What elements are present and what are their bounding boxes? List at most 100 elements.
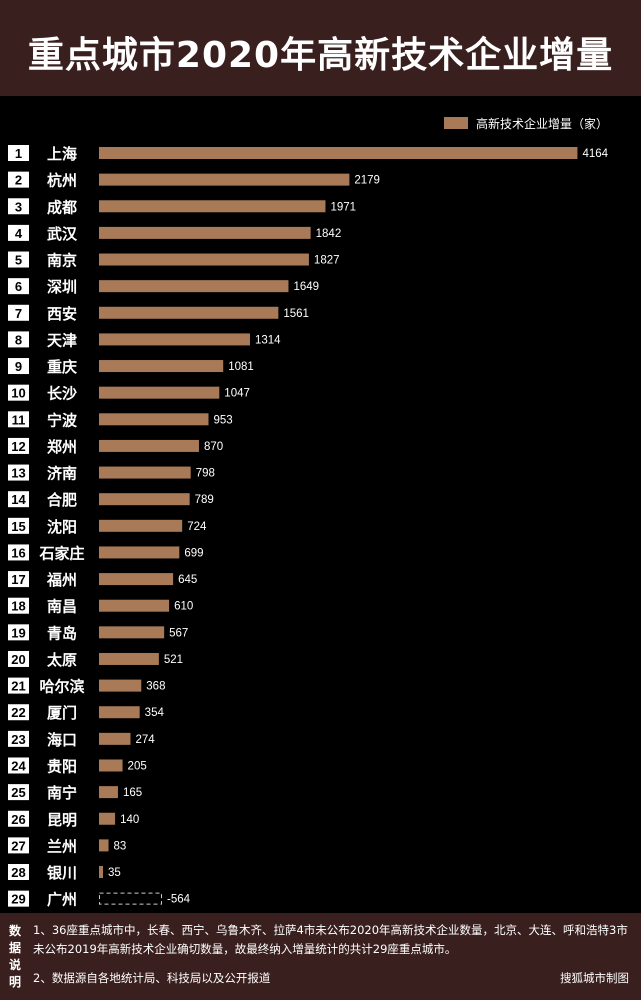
- rank-badge: [8, 411, 29, 428]
- rank-badge: [8, 650, 29, 667]
- data-bar: [99, 253, 309, 266]
- city-label: 沈阳: [47, 518, 77, 536]
- data-bar: [99, 360, 224, 373]
- page-title: 重点城市2020年高新技术企业增量: [27, 35, 614, 76]
- city-label: 哈尔滨: [39, 678, 84, 696]
- data-bar: [99, 732, 131, 745]
- value-label: 610: [174, 601, 193, 613]
- value-label: 870: [204, 441, 223, 453]
- city-label: 福州: [46, 571, 77, 589]
- data-notes-label-char: 说: [8, 958, 21, 972]
- rank-badge: [8, 837, 29, 854]
- data-bar: [99, 759, 123, 772]
- rank-number: 28: [11, 865, 25, 880]
- rank-number: 23: [11, 732, 25, 747]
- note-1: 1、36座重点城市中，长春、西宁、乌鲁木齐、拉萨4市未公布2020年高新技术企业…: [33, 923, 628, 956]
- rank-number: 11: [12, 412, 26, 427]
- city-label: 兰州: [47, 837, 77, 855]
- data-bar: [99, 599, 170, 612]
- value-label: 354: [145, 707, 165, 719]
- value-label: 140: [120, 814, 139, 826]
- data-notes-label: 数 据 说 明: [8, 923, 22, 991]
- rank-number: 25: [11, 785, 25, 800]
- rank-badge: [8, 597, 29, 614]
- data-bar: [99, 573, 174, 586]
- value-label: 1561: [283, 308, 309, 320]
- rank-badge: [8, 491, 29, 508]
- city-label: 长沙: [47, 385, 77, 403]
- rank-number: 6: [15, 279, 22, 294]
- data-notes-label-char: 明: [8, 975, 21, 989]
- rank-badge: [8, 757, 29, 774]
- rank-number: 16: [11, 545, 25, 560]
- value-label: 205: [128, 760, 147, 772]
- rank-badge: [8, 810, 29, 827]
- city-label: 厦门: [47, 704, 77, 722]
- data-bar: [99, 706, 140, 719]
- value-label: 789: [195, 494, 214, 506]
- rank-badge: [8, 171, 29, 188]
- credit-text: 搜狐城市制图: [560, 971, 629, 985]
- rank-number: 22: [11, 705, 25, 720]
- data-notes-label-char: 数: [8, 924, 21, 938]
- data-bar: [99, 280, 289, 293]
- rank-number: 12: [11, 439, 25, 454]
- city-label: 南宁: [47, 784, 77, 802]
- rank-number: 18: [11, 599, 25, 614]
- city-label: 贵阳: [47, 757, 77, 775]
- rank-number: 13: [11, 466, 25, 481]
- data-bar: [99, 226, 311, 239]
- rank-badge: [8, 331, 29, 348]
- value-label: 165: [123, 787, 142, 799]
- data-bar: [99, 466, 191, 479]
- city-label: 太原: [47, 651, 77, 669]
- rank-badge: [8, 358, 29, 375]
- value-label: 521: [164, 654, 183, 666]
- rank-number: 8: [15, 332, 22, 347]
- data-bar: [99, 439, 199, 452]
- value-label: 567: [169, 627, 188, 639]
- data-bar: [99, 626, 165, 639]
- city-label: 宁波: [47, 411, 78, 429]
- data-bar: [99, 386, 220, 399]
- rank-badge: [8, 890, 29, 907]
- rank-number: 24: [11, 758, 26, 773]
- rank-badge: [8, 251, 29, 268]
- city-label: 济南: [47, 465, 77, 483]
- value-label: 35: [108, 867, 121, 879]
- value-label: 1971: [330, 201, 356, 213]
- value-label: 368: [146, 681, 165, 693]
- rank-number: 4: [15, 226, 23, 241]
- rank-badge: [8, 278, 29, 295]
- rank-number: 1: [15, 146, 22, 161]
- value-label: 1649: [293, 281, 319, 293]
- value-label: 4164: [582, 148, 608, 160]
- rank-badge: [8, 304, 29, 321]
- title-banner: 重点城市2020年高新技术企业增量: [0, 0, 641, 96]
- city-label: 合肥: [46, 491, 77, 509]
- rank-badge: [8, 198, 29, 215]
- rank-badge: [8, 517, 29, 534]
- data-bar: [99, 866, 104, 879]
- rank-badge: [8, 784, 29, 801]
- data-bar: [99, 333, 250, 346]
- value-label: 2179: [354, 175, 380, 187]
- legend-swatch: [444, 117, 468, 129]
- rank-badge: [8, 730, 29, 747]
- rank-number: 15: [11, 519, 25, 534]
- rank-badge: [8, 464, 29, 481]
- data-bar: [99, 493, 190, 506]
- data-bar: [99, 839, 109, 852]
- city-label: 西安: [47, 305, 77, 323]
- rank-number: 7: [15, 306, 22, 321]
- city-label: 南京: [47, 252, 77, 270]
- rank-badge: [8, 704, 29, 721]
- data-bar: [99, 812, 116, 825]
- value-label: 1081: [228, 361, 254, 373]
- rank-number: 26: [11, 812, 25, 827]
- city-label: 广州: [47, 891, 77, 909]
- data-bar: [99, 679, 142, 692]
- city-label: 武汉: [47, 225, 78, 243]
- value-label: 1827: [314, 255, 340, 267]
- rank-number: 21: [11, 679, 25, 694]
